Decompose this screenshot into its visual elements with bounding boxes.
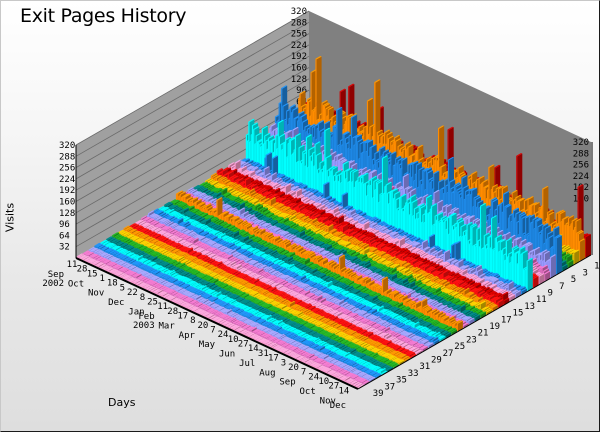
series-rank-37 <box>94 242 382 379</box>
svg-text:320: 320 <box>59 141 75 151</box>
svg-text:160: 160 <box>291 64 307 74</box>
svg-text:160: 160 <box>59 198 75 208</box>
svg-text:288: 288 <box>573 149 589 159</box>
chart-title: Exit Pages History <box>20 5 186 27</box>
svg-text:256: 256 <box>291 30 307 40</box>
series-rank-31 <box>129 223 417 359</box>
svg-text:192: 192 <box>59 186 75 196</box>
svg-text:128: 128 <box>59 209 75 219</box>
svg-text:96: 96 <box>296 86 307 96</box>
days-axis-line <box>75 257 359 390</box>
svg-text:256: 256 <box>59 164 75 174</box>
x-axis-label: Days <box>108 396 135 409</box>
series-rank-23 <box>175 190 463 332</box>
series-rank-32 <box>123 225 411 362</box>
series-rank-29 <box>140 215 428 352</box>
svg-text:96: 96 <box>59 220 70 230</box>
svg-text:320: 320 <box>573 138 589 148</box>
rank-axis-line <box>357 254 592 390</box>
svg-text:224: 224 <box>573 172 589 182</box>
svg-text:192: 192 <box>291 52 307 62</box>
svg-text:64: 64 <box>59 231 70 241</box>
svg-text:288: 288 <box>291 18 307 28</box>
series-rank-33 <box>117 229 405 365</box>
svg-text:128: 128 <box>291 75 307 85</box>
series-bars <box>76 56 591 389</box>
svg-text:224: 224 <box>291 41 307 51</box>
svg-text:320: 320 <box>291 7 307 17</box>
svg-text:288: 288 <box>59 152 75 162</box>
series-rank-28 <box>146 210 434 349</box>
series-rank-38 <box>88 246 376 382</box>
svg-text:256: 256 <box>573 161 589 171</box>
svg-text:32: 32 <box>59 243 70 253</box>
svg-text:224: 224 <box>59 175 75 185</box>
series-rank-35 <box>106 236 393 372</box>
